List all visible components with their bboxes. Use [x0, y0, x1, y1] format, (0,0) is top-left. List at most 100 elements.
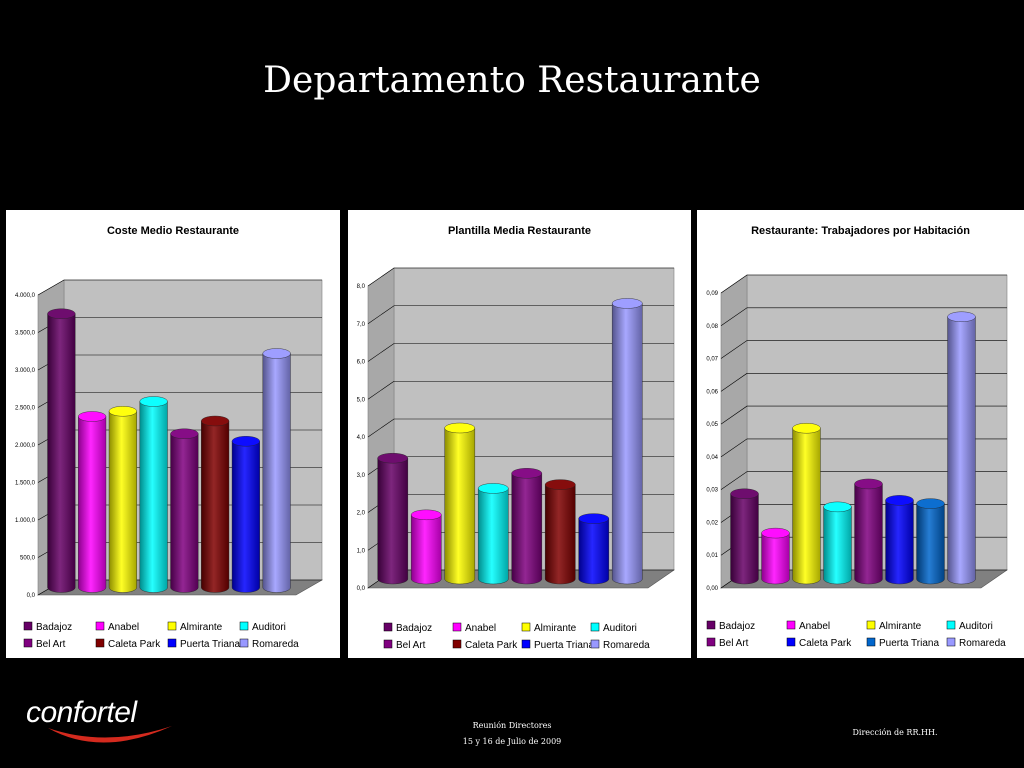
legend-swatch — [706, 637, 716, 647]
bar-top — [792, 423, 821, 434]
legend-label: Anabel — [465, 623, 496, 634]
bar-top — [108, 406, 137, 417]
bar-top — [885, 495, 914, 506]
bar-top — [139, 396, 168, 407]
gridline — [367, 267, 674, 287]
y-tick-label: 3,0 — [357, 473, 366, 479]
legend-swatch — [946, 637, 956, 647]
bar-anabel — [761, 532, 790, 585]
legend-swatch — [452, 639, 462, 649]
bar-top — [823, 501, 852, 513]
legend-swatch — [786, 620, 796, 630]
bar-badajoz — [730, 493, 759, 585]
y-tick-label: 0,03 — [706, 488, 718, 494]
legend-swatch — [521, 639, 531, 649]
bar-top — [170, 428, 199, 439]
legend-swatch — [23, 621, 33, 631]
y-tick-label: 0,07 — [706, 357, 718, 363]
gridline — [367, 418, 674, 438]
gridline — [720, 307, 1007, 327]
gridline — [37, 279, 322, 296]
legend-label: Almirante — [879, 621, 922, 632]
legend-label: Bel Art — [396, 640, 426, 651]
chart-legend: Badajoz Anabel Almirante Auditori Bel Art Cal… — [706, 620, 1006, 649]
bar-badajoz — [377, 458, 409, 585]
legend-swatch — [167, 621, 177, 631]
bar-caleta-park — [201, 420, 230, 593]
gridline — [720, 274, 1007, 294]
logo-swoosh-icon — [48, 726, 172, 743]
bar-top — [262, 348, 291, 359]
legend-swatch — [590, 622, 600, 632]
bar-puerta-triana — [916, 503, 945, 585]
bar-top — [231, 436, 260, 447]
chart-legend: Badajoz Anabel Almirante Auditori Bel Art Cal… — [383, 622, 650, 651]
chart-panel-plantilla-media: Plantilla Media Restaurante 0,0 1,0 2,0 3,0 4… — [348, 210, 691, 658]
footer-meeting: Reunión Directores — [472, 721, 552, 730]
legend-label: Auditori — [603, 623, 637, 634]
chart-panel-trabajadores-habitacion: Restaurante: Trabajadores por Habitación… — [697, 210, 1024, 658]
bar-top — [201, 415, 230, 427]
bar-caleta-park — [544, 484, 576, 585]
y-tick-label: 0,01 — [706, 553, 718, 559]
legend-swatch — [866, 637, 876, 647]
bar-top — [916, 498, 945, 509]
legend-label: Puerta Triana — [879, 638, 939, 649]
legend-label: Anabel — [799, 621, 830, 632]
y-tick-label: 3.500,0 — [15, 331, 36, 337]
bar-bel-art — [170, 433, 199, 593]
legend-swatch — [452, 622, 462, 632]
legend-label: Auditori — [252, 622, 286, 633]
y-tick-label: 2.500,0 — [15, 406, 36, 412]
legend-label: Romareda — [252, 639, 299, 650]
bar-top — [578, 513, 610, 524]
legend-label: Badajoz — [396, 623, 432, 634]
gridline — [720, 340, 1007, 359]
legend-label: Almirante — [180, 622, 223, 633]
y-tick-label: 0,00 — [706, 586, 718, 592]
bar-top — [854, 478, 883, 490]
chart-panel-coste-medio: Coste Medio Restaurante 0,0 500,0 1.000,0 1.… — [6, 210, 340, 658]
y-tick-label: 8,0 — [357, 284, 366, 290]
y-tick-label: 0,0 — [357, 586, 366, 592]
gridline — [720, 471, 1007, 490]
gridline — [367, 380, 674, 400]
legend-swatch — [866, 620, 876, 630]
footer-department: Dirección de RR.HH. — [852, 728, 938, 737]
legend-swatch — [95, 638, 105, 648]
chart-legend: Badajoz Anabel Almirante Auditori Bel Art Cal… — [23, 621, 299, 650]
bar-almirante — [444, 427, 476, 585]
legend-swatch — [706, 620, 716, 630]
legend-swatch — [383, 639, 393, 649]
y-tick-label: 3.000,0 — [15, 368, 36, 374]
bar-top — [47, 308, 76, 319]
footer-date: 15 y 16 de Julio de 2009 — [462, 737, 562, 746]
gridline — [367, 305, 674, 324]
bar-puerta-triana — [578, 518, 610, 585]
gridline — [720, 438, 1007, 458]
bar-almirante — [792, 428, 821, 585]
legend-label: Anabel — [108, 622, 139, 633]
bar-top — [377, 452, 409, 464]
legend-swatch — [95, 621, 105, 631]
bar-caleta-park — [885, 500, 914, 585]
y-tick-label: 4,0 — [357, 435, 366, 441]
bar-almirante — [108, 411, 137, 593]
legend-label: Bel Art — [36, 639, 66, 650]
plantilla-media-chart: Plantilla Media Restaurante 0,0 1,0 2,0 3,0 4… — [357, 225, 675, 651]
bar-top — [544, 479, 576, 490]
legend-swatch — [239, 638, 249, 648]
legend-label: Puerta Triana — [534, 640, 594, 651]
bar-bel-art — [511, 473, 543, 585]
bar-anabel — [410, 514, 442, 585]
y-tick-label: 0,08 — [706, 324, 718, 330]
gridline — [720, 373, 1007, 392]
bar-romareda — [947, 316, 976, 585]
legend-swatch — [383, 622, 393, 632]
bar-top — [410, 509, 442, 521]
bar-romareda — [262, 353, 291, 593]
bar-romareda — [611, 303, 643, 585]
bar-top — [947, 311, 976, 322]
bar-top — [511, 468, 543, 479]
legend-label: Almirante — [534, 623, 577, 634]
